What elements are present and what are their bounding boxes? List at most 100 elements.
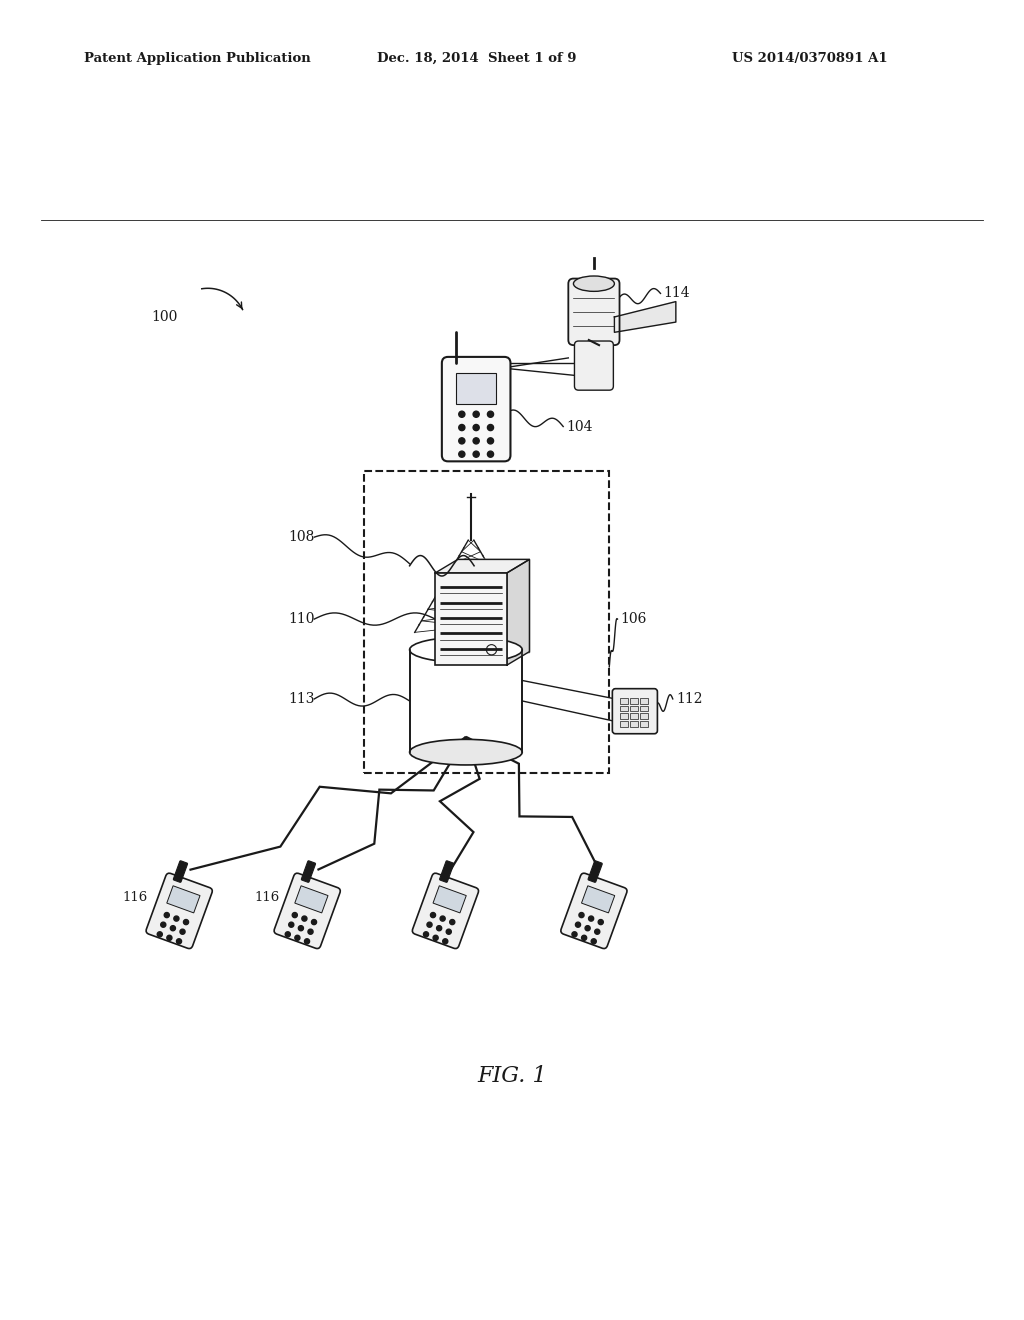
Circle shape: [302, 916, 307, 921]
Circle shape: [292, 912, 297, 917]
FancyBboxPatch shape: [301, 861, 315, 882]
Bar: [640, 713, 648, 719]
Circle shape: [572, 932, 578, 937]
Bar: [458, 560, 529, 652]
Circle shape: [433, 936, 438, 940]
Circle shape: [286, 932, 291, 937]
Bar: [433, 886, 466, 913]
Ellipse shape: [410, 739, 522, 766]
Circle shape: [473, 438, 479, 444]
Circle shape: [459, 411, 465, 417]
Circle shape: [164, 912, 169, 917]
Text: 116: 116: [575, 891, 601, 904]
Circle shape: [304, 939, 309, 944]
Circle shape: [161, 923, 166, 927]
Text: Dec. 18, 2014  Sheet 1 of 9: Dec. 18, 2014 Sheet 1 of 9: [377, 51, 577, 65]
FancyBboxPatch shape: [146, 874, 212, 949]
Circle shape: [167, 936, 172, 940]
FancyBboxPatch shape: [173, 861, 187, 882]
Bar: [457, 374, 496, 404]
Circle shape: [579, 912, 584, 917]
Text: FIG. 1: FIG. 1: [477, 1065, 547, 1086]
FancyBboxPatch shape: [442, 356, 510, 462]
Circle shape: [289, 923, 294, 927]
Text: 116: 116: [254, 891, 280, 904]
Circle shape: [430, 912, 435, 917]
Bar: [295, 886, 328, 913]
Circle shape: [174, 916, 179, 921]
FancyBboxPatch shape: [612, 689, 657, 734]
Circle shape: [295, 936, 300, 940]
Text: US 2014/0370891 A1: US 2014/0370891 A1: [732, 51, 888, 65]
Circle shape: [308, 929, 313, 935]
Circle shape: [473, 451, 479, 457]
Circle shape: [183, 920, 188, 924]
Polygon shape: [435, 560, 529, 573]
Circle shape: [459, 425, 465, 430]
Bar: [640, 721, 648, 726]
Circle shape: [180, 929, 185, 935]
Text: 100: 100: [152, 310, 178, 323]
Circle shape: [446, 929, 452, 935]
Text: 106: 106: [621, 612, 647, 626]
Bar: [630, 713, 638, 719]
Circle shape: [440, 916, 445, 921]
FancyBboxPatch shape: [574, 341, 613, 391]
Circle shape: [585, 925, 590, 931]
Circle shape: [473, 425, 479, 430]
Circle shape: [298, 925, 303, 931]
Bar: [167, 886, 200, 913]
FancyBboxPatch shape: [588, 861, 602, 882]
Circle shape: [427, 923, 432, 927]
Circle shape: [436, 925, 441, 931]
Text: Patent Application Publication: Patent Application Publication: [84, 51, 310, 65]
Circle shape: [459, 451, 465, 457]
Text: 110: 110: [289, 612, 315, 626]
Circle shape: [598, 920, 603, 924]
Bar: [630, 721, 638, 726]
Bar: [364, 470, 609, 772]
Circle shape: [424, 932, 429, 937]
Text: 112: 112: [676, 692, 702, 706]
Bar: [410, 649, 522, 752]
Circle shape: [595, 929, 600, 935]
Bar: [435, 573, 507, 665]
Circle shape: [459, 438, 465, 444]
FancyBboxPatch shape: [413, 874, 478, 949]
FancyBboxPatch shape: [561, 874, 627, 949]
Circle shape: [311, 920, 316, 924]
Text: 113: 113: [289, 692, 315, 706]
Text: 114: 114: [664, 286, 690, 301]
Circle shape: [176, 939, 181, 944]
Circle shape: [473, 411, 479, 417]
Bar: [620, 713, 628, 719]
Bar: [630, 698, 638, 704]
Ellipse shape: [410, 638, 522, 663]
Circle shape: [487, 451, 494, 457]
Circle shape: [582, 936, 587, 940]
Polygon shape: [614, 301, 676, 333]
Circle shape: [158, 932, 163, 937]
Text: 108: 108: [289, 531, 315, 544]
Circle shape: [575, 923, 581, 927]
Text: 104: 104: [566, 420, 593, 433]
Bar: [582, 886, 614, 913]
Circle shape: [450, 920, 455, 924]
Circle shape: [589, 916, 594, 921]
Bar: [620, 706, 628, 711]
Circle shape: [591, 939, 596, 944]
Ellipse shape: [573, 276, 614, 292]
FancyBboxPatch shape: [439, 861, 454, 882]
FancyBboxPatch shape: [274, 874, 340, 949]
Circle shape: [442, 939, 447, 944]
Text: 116: 116: [123, 891, 148, 904]
Polygon shape: [507, 560, 529, 665]
Circle shape: [487, 411, 494, 417]
Bar: [640, 698, 648, 704]
Bar: [630, 706, 638, 711]
Circle shape: [487, 425, 494, 430]
Circle shape: [170, 925, 175, 931]
Text: 118: 118: [425, 920, 451, 933]
FancyBboxPatch shape: [568, 279, 620, 345]
Bar: [620, 721, 628, 726]
